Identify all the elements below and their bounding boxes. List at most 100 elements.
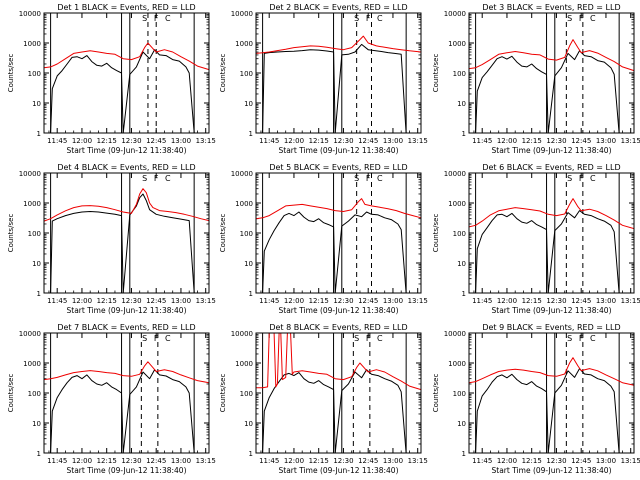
y-tick-label: 1000 [235, 200, 253, 208]
y-axis-label: Counts/sec [219, 214, 227, 253]
plot-frame [255, 172, 422, 294]
x-tick-label: 12:30 [333, 457, 353, 465]
y-axis-label: Counts/sec [219, 374, 227, 413]
x-tick-label: 12:45 [146, 297, 166, 305]
x-axis-label: Start Time (09-Jun-12 11:38:40) [67, 466, 187, 475]
x-axis-label: Start Time (09-Jun-12 11:38:40) [492, 466, 612, 475]
series-events-line [475, 50, 620, 134]
series-events-line [262, 43, 407, 134]
y-axis-label: Counts/sec [432, 214, 440, 253]
marker-label-c: C [590, 334, 596, 343]
plot-frame [468, 172, 635, 294]
marker-label-s: S [142, 334, 147, 343]
x-tick-label: 13:00 [171, 297, 191, 305]
x-tick-label: 12:45 [358, 297, 378, 305]
y-axis-label: Counts/sec [219, 54, 227, 93]
y-tick-label: 1000 [448, 360, 466, 368]
y-tick-label: 10 [457, 420, 466, 428]
x-tick-label: 12:45 [358, 457, 378, 465]
x-tick-label: 12:15 [309, 137, 329, 145]
x-tick-label: 12:15 [97, 457, 117, 465]
x-tick-label: 12:00 [497, 457, 517, 465]
panel-det-1: Det 1 BLACK = Events, RED = LLD Counts/se… [7, 3, 216, 155]
marker-label-f: F [154, 174, 159, 183]
series-events-line [262, 211, 407, 294]
y-tick-label: 10 [457, 260, 466, 268]
x-tick-label: 13:00 [171, 457, 191, 465]
y-axis-label: Counts/sec [7, 374, 15, 413]
panel-det-6: Det 6 BLACK = Events, RED = LLD Counts/se… [432, 163, 640, 315]
x-tick-label: 12:00 [72, 457, 92, 465]
y-tick-label: 100 [453, 70, 466, 78]
y-tick-label: 10000 [231, 170, 253, 178]
x-tick-label: 12:15 [97, 137, 117, 145]
series-events-line [50, 49, 195, 134]
marker-label-c: C [590, 14, 596, 23]
y-tick-label: 100 [453, 390, 466, 398]
plot-frame [43, 12, 210, 134]
series-lld-line [256, 332, 422, 391]
y-tick-label: 10 [32, 260, 41, 268]
y-tick-label: 10 [244, 420, 253, 428]
y-tick-label: 100 [240, 70, 253, 78]
marker-label-f: F [154, 14, 159, 23]
marker-label-c: C [165, 14, 171, 23]
x-tick-label: 12:15 [522, 137, 542, 145]
plot-frame [255, 332, 422, 454]
panel-det-5: Det 5 BLACK = Events, RED = LLD Counts/se… [219, 163, 428, 315]
x-tick-label: 13:15 [408, 137, 428, 145]
y-tick-label: 1000 [235, 40, 253, 48]
x-tick-label: 12:15 [522, 457, 542, 465]
x-tick-label: 12:45 [571, 137, 591, 145]
y-tick-label: 100 [453, 230, 466, 238]
panel-title: Det 9 BLACK = Events, RED = LLD [482, 323, 620, 332]
y-tick-label: 1000 [23, 360, 41, 368]
panel-title: Det 4 BLACK = Events, RED = LLD [57, 163, 195, 172]
x-tick-label: 12:30 [333, 297, 353, 305]
series-lld-line [468, 357, 635, 386]
y-tick-label: 1 [37, 450, 41, 458]
x-tick-label: 13:15 [408, 297, 428, 305]
x-tick-label: 13:00 [596, 137, 616, 145]
marker-label-s: S [142, 14, 147, 23]
x-tick-label: 12:00 [72, 297, 92, 305]
marker-label-s: S [354, 174, 359, 183]
x-axis-label: Start Time (09-Jun-12 11:38:40) [492, 306, 612, 315]
x-tick-label: 12:45 [146, 457, 166, 465]
x-tick-label: 12:30 [121, 457, 141, 465]
plot-frame [255, 12, 422, 134]
panel-title: Det 2 BLACK = Events, RED = LLD [269, 3, 407, 12]
y-tick-label: 1 [37, 130, 41, 138]
marker-label-c: C [377, 14, 383, 23]
y-tick-label: 1000 [23, 200, 41, 208]
x-tick-label: 11:45 [472, 457, 492, 465]
marker-label-s: S [354, 334, 359, 343]
series-lld-line [43, 188, 210, 222]
y-tick-label: 10000 [444, 170, 466, 178]
series-lld-line [43, 42, 210, 71]
plot-frame [468, 12, 635, 134]
x-tick-label: 11:45 [472, 297, 492, 305]
y-tick-label: 10 [244, 260, 253, 268]
x-axis-label: Start Time (09-Jun-12 11:38:40) [279, 146, 399, 155]
x-tick-label: 12:15 [522, 297, 542, 305]
x-tick-label: 12:30 [121, 137, 141, 145]
x-tick-label: 13:15 [196, 137, 216, 145]
x-tick-label: 12:00 [284, 297, 304, 305]
marker-label-f: F [366, 334, 371, 343]
y-tick-label: 10000 [444, 330, 466, 338]
y-tick-label: 100 [240, 230, 253, 238]
y-tick-label: 1000 [235, 360, 253, 368]
marker-label-s: S [142, 174, 147, 183]
series-lld-line [468, 39, 635, 72]
y-tick-label: 10000 [231, 10, 253, 18]
y-tick-label: 10000 [444, 10, 466, 18]
marker-label-f: F [366, 174, 371, 183]
x-tick-label: 12:00 [497, 137, 517, 145]
marker-label-c: C [377, 174, 383, 183]
panel-title: Det 8 BLACK = Events, RED = LLD [269, 323, 407, 332]
y-tick-label: 1 [249, 130, 253, 138]
series-events-line [262, 369, 407, 454]
x-axis-label: Start Time (09-Jun-12 11:38:40) [279, 466, 399, 475]
panel-title: Det 6 BLACK = Events, RED = LLD [482, 163, 620, 172]
